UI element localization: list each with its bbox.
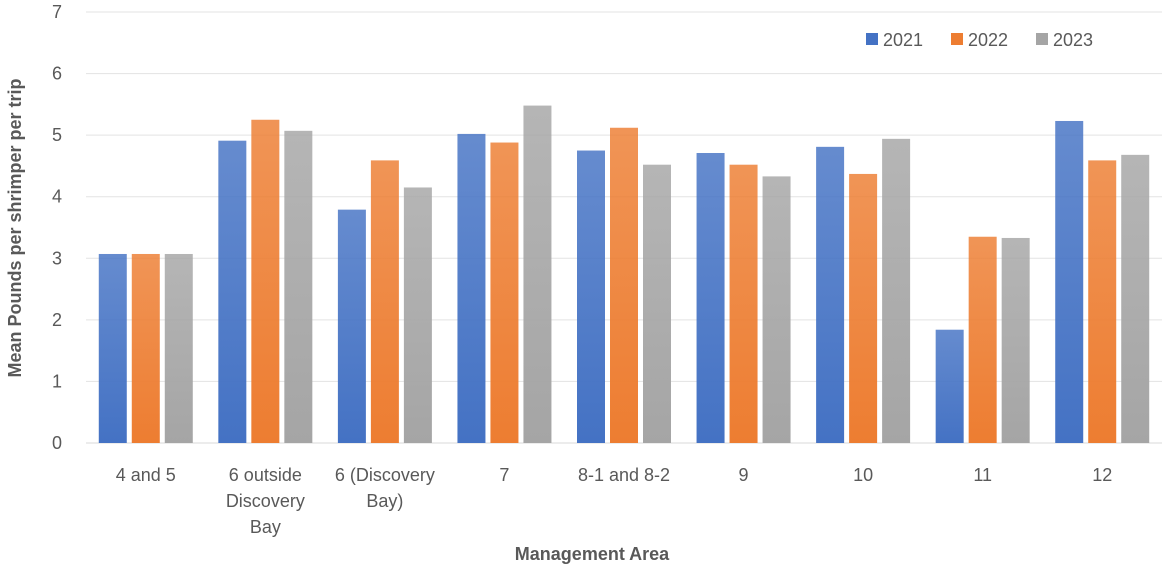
bar-2021-6 — [696, 152, 725, 443]
x-tick-label: 12 — [1092, 465, 1112, 485]
bar-2023-5 — [643, 164, 671, 443]
bar-2023-2 — [284, 130, 313, 443]
bar-2023-4 — [523, 105, 552, 444]
x-tick-label: 4 and 5 — [116, 465, 176, 485]
bar-2023-1 — [164, 253, 193, 443]
x-tick-label: 9 — [739, 465, 749, 485]
y-tick-label: 6 — [52, 64, 62, 84]
bar-2021-9 — [1055, 120, 1084, 443]
bar-2022-9 — [1088, 160, 1117, 443]
bar-2023-3 — [403, 187, 432, 443]
bar-2023-7 — [882, 138, 911, 443]
legend-label: 2023 — [1053, 30, 1093, 50]
legend-item-2021: 2021 — [866, 30, 923, 50]
bar-2021-5 — [577, 150, 605, 444]
bar-2022-5 — [610, 127, 638, 444]
x-tick-label: 6 outside Discovery Bay — [226, 465, 305, 537]
x-axis-ticks: 4 and 5 6 outside Discovery Bay 6 (Discovery… — [116, 465, 1112, 537]
y-axis-ticks: 0 1 2 3 4 5 6 7 — [52, 2, 62, 453]
x-tick-label: 7 — [499, 465, 509, 485]
y-tick-label: 5 — [52, 125, 62, 145]
legend-swatch — [1036, 33, 1048, 45]
x-tick-label: 10 — [853, 465, 873, 485]
x-axis-title: Management Area — [515, 544, 670, 564]
legend-item-2022: 2022 — [951, 30, 1008, 50]
bar-2022-6 — [729, 164, 758, 443]
y-tick-label: 1 — [52, 371, 62, 391]
y-tick-label: 3 — [52, 248, 62, 268]
bar-2021-7 — [816, 146, 845, 443]
y-axis-title: Mean Pounds per shrimper per trip — [5, 78, 25, 377]
bar-2022-1 — [131, 253, 160, 443]
bar-2022-2 — [251, 119, 280, 443]
x-tick-label: 8-1 and 8-2 — [578, 465, 670, 485]
y-tick-label: 0 — [52, 433, 62, 453]
bar-2023-6 — [762, 176, 791, 443]
bar-2022-8 — [968, 236, 997, 443]
legend-swatch — [951, 33, 963, 45]
bars — [98, 105, 1150, 444]
bar-2022-7 — [849, 173, 878, 443]
legend: 2021 2022 2023 — [866, 30, 1093, 50]
y-tick-label: 4 — [52, 187, 62, 207]
y-tick-label: 2 — [52, 310, 62, 330]
bar-2021-4 — [457, 133, 486, 443]
bar-2022-3 — [370, 160, 399, 443]
bar-2021-3 — [337, 209, 366, 443]
bar-2023-8 — [1001, 237, 1030, 443]
x-tick-label: 11 — [973, 465, 992, 485]
bar-2021-8 — [935, 329, 964, 443]
legend-label: 2022 — [968, 30, 1008, 50]
bar-2023-9 — [1121, 154, 1150, 444]
x-tick-label: 6 (Discovery Bay) — [335, 465, 435, 511]
legend-item-2023: 2023 — [1036, 30, 1093, 50]
bar-2021-1 — [98, 253, 127, 443]
bar-2021-2 — [218, 140, 247, 444]
y-tick-label: 7 — [52, 2, 62, 22]
legend-label: 2021 — [883, 30, 923, 50]
bar-2022-4 — [490, 142, 519, 443]
legend-swatch — [866, 33, 878, 45]
